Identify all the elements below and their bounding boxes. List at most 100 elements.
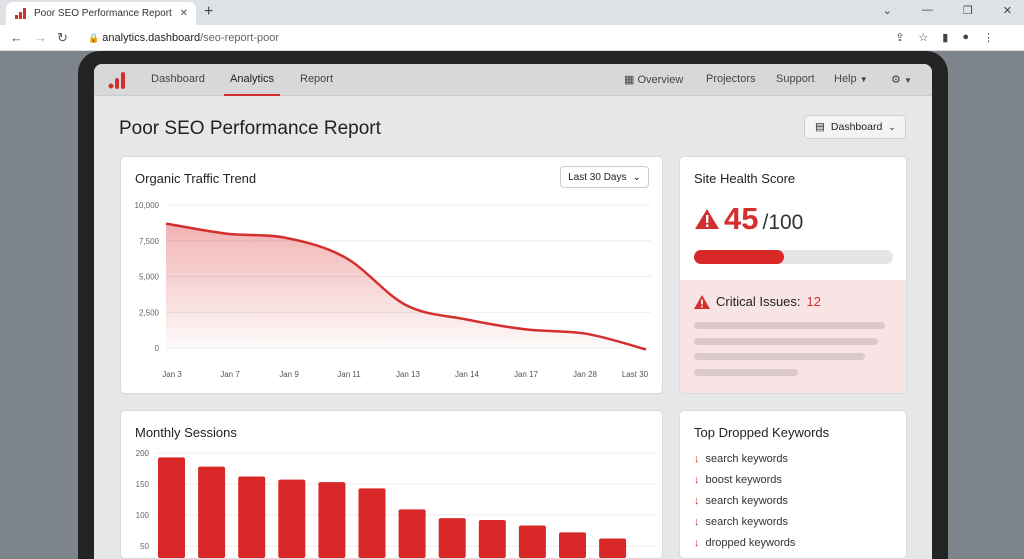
critical-count: 12	[806, 294, 821, 309]
x-tick-label: Jan 7	[220, 370, 240, 379]
sessions-card: Monthly Sessions 200 150 100 50	[120, 410, 663, 559]
session-bar	[278, 479, 306, 558]
y-tick-label: 2,500	[139, 308, 160, 317]
arrow-down-icon: ↓	[694, 495, 700, 507]
critical-label: Critical Issues:	[716, 294, 801, 309]
score-total: /100	[762, 211, 804, 234]
gear-icon: ⚙	[891, 74, 901, 86]
calendar-icon: ▤	[815, 121, 825, 133]
x-tick-label: Jan 28	[573, 370, 598, 379]
x-tick-label: Jan 9	[279, 370, 299, 379]
app-nav: Dashboard Analytics Report ▦ Overview Pr…	[94, 64, 932, 96]
session-bar	[398, 509, 426, 558]
y-tick-label: 10,000	[135, 201, 160, 210]
address-bar-row: ← → ↻ 🔒 analytics.dashboard/seo-report-p…	[0, 25, 1024, 51]
reload-icon[interactable]: ↻	[57, 30, 68, 45]
url-input[interactable]: 🔒 analytics.dashboard/seo-report-poor	[80, 28, 880, 48]
arrow-down-icon: ↓	[694, 516, 700, 528]
url-host: analytics.dashboard	[102, 32, 201, 44]
share-icon[interactable]: ⇪	[895, 32, 905, 44]
session-bar	[599, 538, 627, 558]
x-tick-label: Last 30	[622, 370, 649, 379]
new-tab-icon[interactable]: +	[204, 3, 214, 20]
close-tab-icon[interactable]: ✕	[179, 8, 188, 19]
date-range-label: Last 30 Days	[568, 171, 627, 183]
session-bar	[438, 518, 466, 558]
dashboard-view-label: Dashboard	[830, 121, 883, 133]
session-bar	[559, 532, 586, 558]
x-tick-label: Jan 13	[396, 370, 421, 379]
critical-issues-panel: Critical Issues: 12	[680, 280, 906, 393]
app-logo-icon	[108, 72, 125, 89]
y-tick-label: 50	[140, 542, 149, 551]
skeleton-line	[694, 338, 878, 345]
nav-help[interactable]: Help ▼	[834, 73, 868, 85]
skeleton-line	[694, 353, 865, 360]
nav-dashboard[interactable]: Dashboard	[151, 73, 205, 85]
keyword-item[interactable]: ↓ search keywords	[694, 453, 789, 465]
browser-tab[interactable]: Poor SEO Performance Report ✕	[6, 2, 196, 25]
settings-menu[interactable]: ⚙ ▼	[891, 73, 912, 86]
session-bar	[198, 466, 226, 558]
keyword-item[interactable]: ↓ boost keywords	[694, 474, 782, 486]
health-title: Site Health Score	[694, 171, 796, 186]
score-value: 45	[724, 201, 759, 236]
star-icon[interactable]: ☆	[918, 32, 929, 44]
arrow-down-icon: ↓	[694, 453, 700, 465]
x-tick-label: Jan 3	[162, 370, 182, 379]
keyword-item[interactable]: ↓ dropped keywords	[694, 537, 796, 549]
restore-icon[interactable]: ❐	[962, 5, 973, 17]
traffic-line	[165, 222, 647, 351]
sidebar-icon[interactable]: ▮	[942, 32, 949, 44]
y-tick-label: 0	[155, 344, 160, 353]
close-window-icon[interactable]: ✕	[1002, 5, 1012, 17]
traffic-card: Organic Traffic Trend Last 30 Days ⌄ 10,0…	[120, 156, 663, 394]
keywords-title: Top Dropped Keywords	[694, 425, 830, 440]
health-score: 45/100	[694, 201, 803, 237]
skeleton-line	[694, 322, 885, 329]
traffic-title: Organic Traffic Trend	[135, 171, 257, 186]
nav-report[interactable]: Report	[300, 73, 334, 85]
session-bar	[518, 525, 546, 558]
y-tick-label: 100	[136, 511, 150, 520]
profile-icon[interactable]: ●	[962, 31, 969, 43]
nav-projectors[interactable]: Projectors	[706, 73, 756, 85]
minimize-icon[interactable]: —	[921, 4, 933, 16]
keyword-item[interactable]: ↓ search keywords	[694, 516, 789, 528]
date-range-select[interactable]: Last 30 Days ⌄	[560, 166, 649, 188]
bar-chart-logo-icon	[15, 8, 26, 19]
health-progress-bar	[694, 250, 893, 264]
page-title: Poor SEO Performance Report	[119, 118, 381, 139]
forward-icon[interactable]: →	[34, 30, 47, 45]
traffic-area	[166, 223, 646, 350]
keyword-item[interactable]: ↓ search keywords	[694, 495, 789, 507]
back-icon[interactable]: ←	[10, 30, 23, 45]
caret-down-icon: ▼	[903, 76, 912, 85]
session-bar	[158, 457, 185, 558]
menu-icon[interactable]: ⋮	[983, 32, 994, 44]
nav-analytics[interactable]: Analytics	[223, 73, 281, 96]
traffic-chart: 10,000 7,500 5,000 2,500 0 Jan 3 Jan 7 Jan 9 Jan…	[135, 201, 651, 379]
sessions-chart: 200 150 100 50	[136, 449, 656, 558]
health-card: Site Health Score 45/100 Critical Issues…	[679, 156, 907, 394]
session-bar	[478, 519, 506, 558]
sessions-title: Monthly Sessions	[135, 425, 237, 440]
x-tick-label: Jan 14	[455, 370, 480, 379]
browser-tab-bar: Poor SEO Performance Report ✕ + ⌄ — ❐ ✕	[0, 0, 1024, 25]
arrow-down-icon: ↓	[694, 474, 700, 486]
grid-icon: ▦	[624, 74, 635, 86]
y-tick-label: 7,500	[139, 237, 160, 246]
session-bar	[318, 482, 346, 558]
warning-icon	[695, 209, 719, 229]
session-bar	[238, 476, 266, 558]
arrow-down-icon: ↓	[694, 537, 700, 549]
y-tick-label: 150	[136, 480, 150, 489]
y-tick-label: 200	[136, 449, 150, 458]
nav-overview[interactable]: ▦ Overview	[624, 74, 684, 86]
chevron-down-icon[interactable]: ⌄	[882, 5, 892, 17]
warning-icon	[694, 294, 710, 309]
health-progress-fill	[694, 250, 784, 264]
nav-support[interactable]: Support	[776, 73, 815, 85]
caret-down-icon: ▼	[859, 75, 868, 84]
dashboard-view-button[interactable]: ▤ Dashboard ⌄	[804, 115, 906, 139]
